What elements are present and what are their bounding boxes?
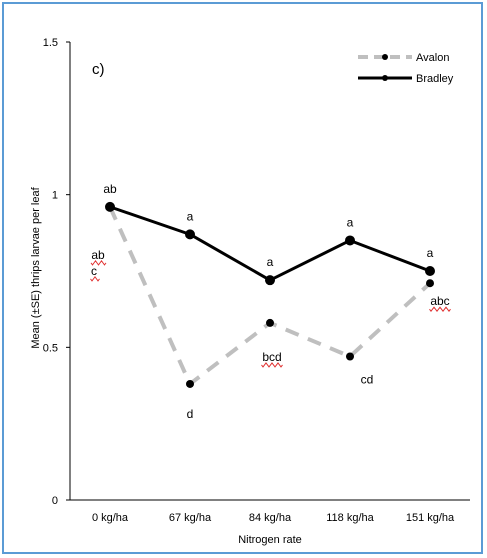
bradley-point-label: a bbox=[347, 215, 354, 229]
x-tick-label: 0 kg/ha bbox=[92, 512, 129, 524]
series-group bbox=[105, 201, 435, 388]
legend-marker-avalon bbox=[382, 54, 388, 60]
panel-label: c) bbox=[92, 61, 105, 78]
data-point-bradley bbox=[265, 275, 275, 286]
y-tick-label: 1 bbox=[52, 190, 58, 202]
data-point-avalon bbox=[346, 352, 354, 361]
data-point-bradley bbox=[105, 201, 115, 212]
legend: Avalon Bradley bbox=[358, 52, 454, 85]
data-point-bradley bbox=[185, 229, 195, 240]
y-tick-labels: 0 0.5 1 1.5 bbox=[43, 37, 70, 507]
avalon-point-label: d bbox=[187, 407, 194, 421]
data-point-avalon bbox=[186, 379, 194, 388]
avalon-point-label: abc bbox=[430, 294, 449, 308]
spellcheck-underline bbox=[90, 260, 107, 266]
data-point-bradley bbox=[345, 235, 355, 246]
axes bbox=[69, 42, 470, 501]
x-tick-labels: 0 kg/ha 67 kg/ha 84 kg/ha 118 kg/ha 151 kg/h… bbox=[92, 512, 455, 524]
legend-label-bradley: Bradley bbox=[416, 73, 454, 85]
data-point-avalon bbox=[266, 318, 274, 327]
data-point-bradley bbox=[425, 266, 435, 276]
avalon-point-label: bcd bbox=[262, 350, 281, 364]
y-axis-title: Mean (±SE) thrips larvae per leaf bbox=[30, 186, 42, 348]
spellcheck-underline bbox=[90, 276, 100, 282]
y-tick-label: 0 bbox=[52, 495, 58, 507]
bradley-point-label: ab bbox=[103, 182, 117, 196]
spellcheck-underline bbox=[429, 306, 451, 313]
x-tick-label: 118 kg/ha bbox=[326, 512, 374, 524]
x-tick-label: 67 kg/ha bbox=[169, 512, 212, 524]
x-tick-label: 151 kg/ha bbox=[406, 512, 455, 524]
legend-marker-bradley bbox=[382, 75, 388, 81]
avalon-point-label: ab bbox=[91, 248, 105, 262]
legend-label-avalon: Avalon bbox=[416, 52, 449, 64]
spellcheck-underline bbox=[261, 362, 283, 368]
y-tick-label: 0.5 bbox=[43, 342, 58, 354]
legend-item-avalon: Avalon bbox=[358, 52, 449, 64]
chart-frame bbox=[2, 2, 483, 554]
x-axis-title: Nitrogen rate bbox=[238, 534, 302, 546]
data-point-avalon bbox=[426, 279, 434, 288]
avalon-point-label: cd bbox=[361, 372, 374, 386]
avalon-point-label: c bbox=[91, 264, 97, 278]
bradley-point-label: a bbox=[427, 246, 434, 260]
bradley-point-label: a bbox=[267, 255, 274, 269]
x-tick-label: 84 kg/ha bbox=[249, 512, 292, 524]
bradley-point-label: a bbox=[187, 209, 194, 223]
legend-item-bradley: Bradley bbox=[358, 73, 454, 85]
y-tick-label: 1.5 bbox=[43, 37, 58, 49]
